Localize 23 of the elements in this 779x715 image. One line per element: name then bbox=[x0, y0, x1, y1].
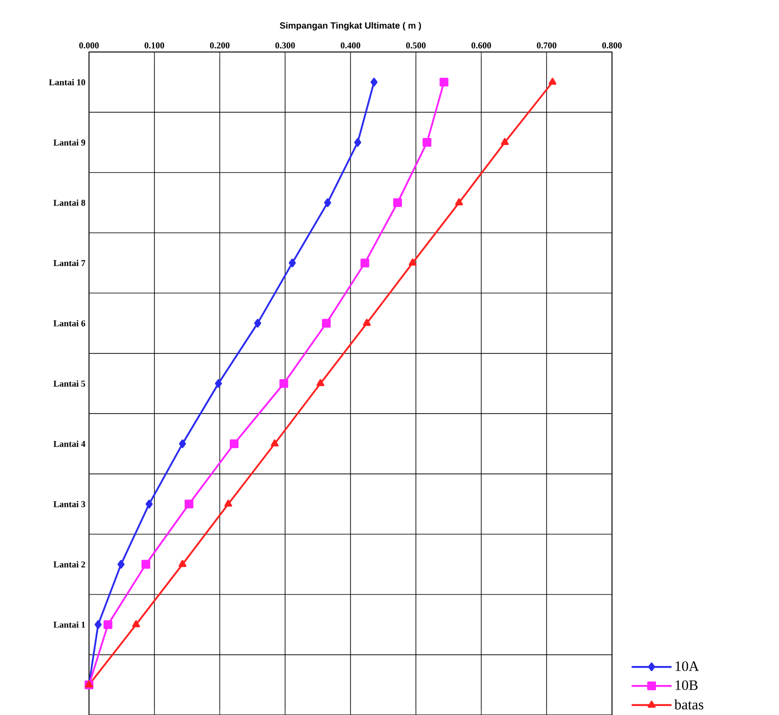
legend-label: 10A bbox=[676, 661, 699, 672]
y-tick-label: Lantai 3 bbox=[54, 500, 86, 508]
x-tick-label: 0.800 bbox=[602, 42, 622, 48]
y-tick-label: Lantai 6 bbox=[54, 320, 86, 326]
x-tick-label: 0.100 bbox=[144, 42, 164, 48]
legend-label: batas bbox=[674, 699, 704, 710]
x-tick-label: 0.200 bbox=[210, 42, 230, 48]
y-tick-label: Lantai 9 bbox=[54, 139, 86, 146]
x-tick-label: 0.700 bbox=[536, 42, 556, 48]
x-tick-label: 0.600 bbox=[472, 42, 491, 48]
y-tick-label: Lantai 2 bbox=[54, 561, 86, 568]
x-tick-label: 0.400 bbox=[340, 42, 360, 48]
x-axis-title: Simpangan Tingkat Ultimate ( m ) bbox=[280, 22, 421, 30]
legend-label: 10B bbox=[676, 680, 698, 690]
y-tick-label: Lantai 10 bbox=[49, 78, 86, 86]
y-tick-label: Lantai 4 bbox=[54, 440, 86, 447]
y-tick-label: Lantai 5 bbox=[54, 380, 86, 387]
x-tick-label: 0.300 bbox=[275, 42, 295, 48]
x-tick-label: 0.500 bbox=[406, 42, 426, 48]
y-tick-label: Lantai 7 bbox=[54, 260, 86, 266]
y-tick-label: Lantai 1 bbox=[54, 621, 86, 628]
x-tick-label: 0.000 bbox=[79, 42, 99, 48]
y-tick-label: Lantai 8 bbox=[54, 200, 86, 206]
